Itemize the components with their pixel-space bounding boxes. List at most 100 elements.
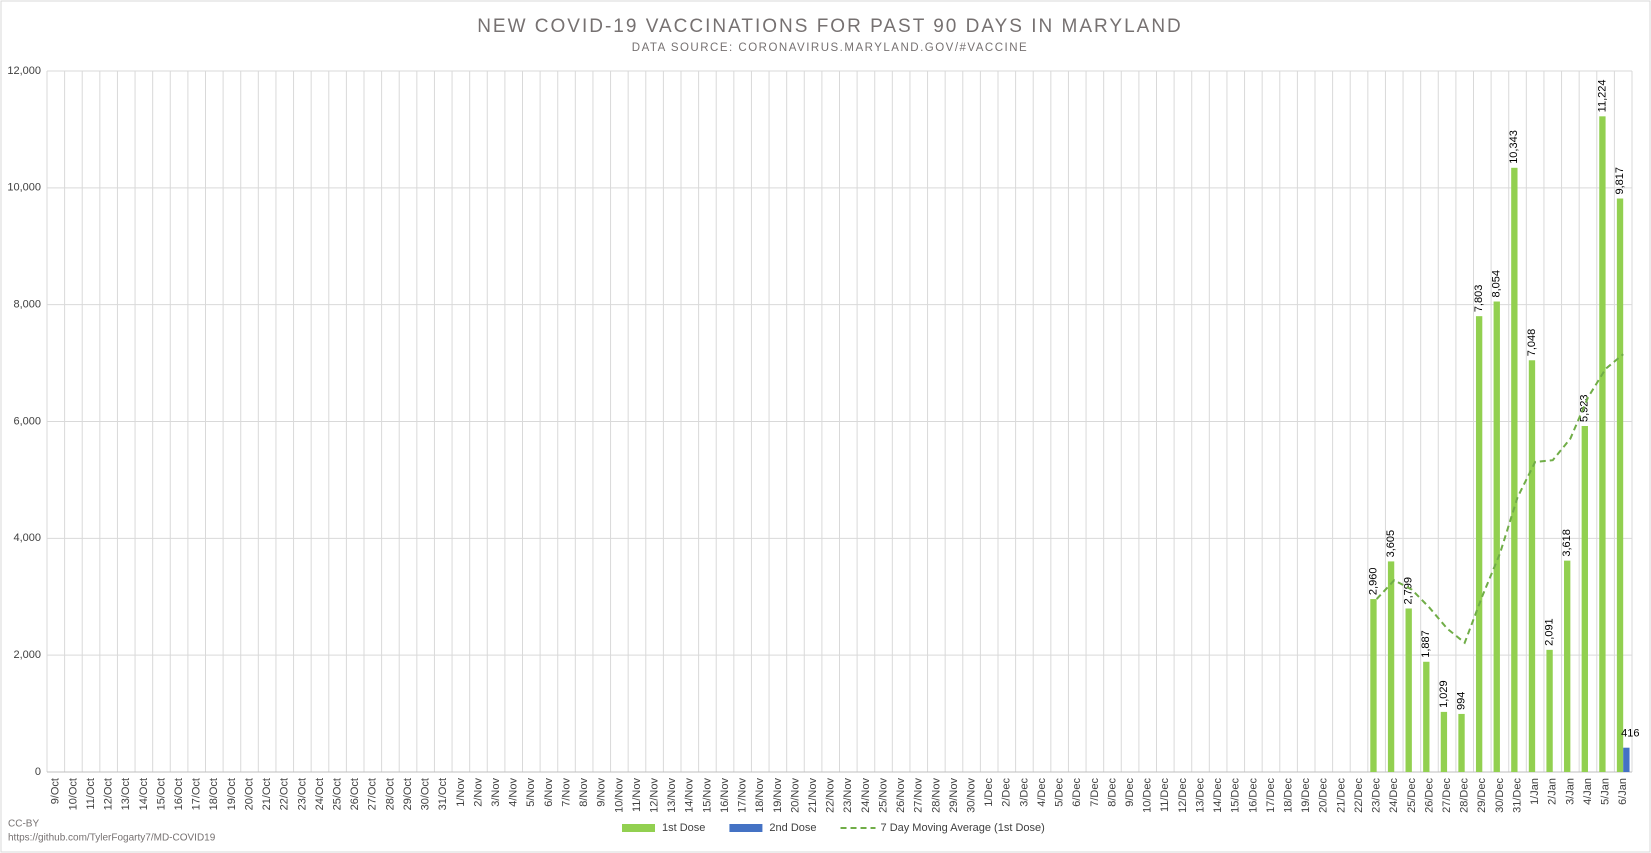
x-tick-label: 31/Oct xyxy=(437,778,449,810)
data-label: 9,817 xyxy=(1614,167,1626,195)
x-tick-label: 9/Oct xyxy=(50,778,62,804)
x-tick-label: 7/Dec xyxy=(1089,778,1101,807)
x-tick-label: 23/Oct xyxy=(296,778,308,810)
bar xyxy=(1405,608,1412,772)
x-tick-label: 21/Nov xyxy=(807,778,819,813)
x-tick-label: 24/Oct xyxy=(314,778,326,810)
x-tick-label: 1/Dec xyxy=(983,778,995,807)
x-tick-label: 5/Nov xyxy=(525,778,537,807)
x-tick-label: 10/Oct xyxy=(67,778,79,810)
x-tick-label: 21/Oct xyxy=(261,778,273,810)
bar xyxy=(1370,599,1377,772)
x-tick-label: 11/Dec xyxy=(1159,778,1171,813)
bar xyxy=(1546,649,1553,772)
x-tick-label: 12/Dec xyxy=(1177,778,1189,813)
bar xyxy=(1623,747,1630,772)
bar xyxy=(1423,661,1430,772)
x-tick-label: 22/Nov xyxy=(825,778,837,813)
data-label: 2,960 xyxy=(1367,568,1379,596)
x-tick-label: 15/Nov xyxy=(701,778,713,813)
y-tick-label: 2,000 xyxy=(13,649,41,661)
x-tick-label: 20/Dec xyxy=(1318,778,1330,813)
x-tick-label: 20/Nov xyxy=(789,778,801,813)
x-tick-label: 18/Dec xyxy=(1282,778,1294,813)
bar xyxy=(1493,301,1500,772)
x-tick-label: 3/Nov xyxy=(490,778,502,807)
legend-label: 2nd Dose xyxy=(769,822,816,834)
x-tick-label: 22/Oct xyxy=(279,778,291,810)
x-tick-label: 30/Dec xyxy=(1494,778,1506,813)
x-tick-label: 5/Dec xyxy=(1054,778,1066,807)
x-tick-label: 5/Jan xyxy=(1599,778,1611,805)
x-tick-label: 24/Nov xyxy=(860,778,872,813)
legend-swatch xyxy=(622,824,655,832)
x-tick-label: 30/Nov xyxy=(965,778,977,813)
x-tick-label: 12/Oct xyxy=(103,778,115,810)
x-tick-label: 16/Dec xyxy=(1247,778,1259,813)
legend-swatch xyxy=(729,824,763,832)
data-label: 7,048 xyxy=(1526,329,1538,357)
x-tick-label: 29/Oct xyxy=(402,778,414,810)
x-tick-label: 12/Nov xyxy=(648,778,660,813)
x-tick-label: 14/Nov xyxy=(684,778,696,813)
x-tick-label: 18/Oct xyxy=(208,778,220,810)
x-tick-label: 1/Jan xyxy=(1529,778,1541,805)
x-tick-label: 28/Oct xyxy=(384,778,396,810)
data-label: 2,799 xyxy=(1403,577,1415,605)
bar xyxy=(1475,316,1483,772)
data-label: 1,887 xyxy=(1420,630,1432,658)
x-tick-label: 8/Dec xyxy=(1106,778,1118,807)
bar xyxy=(1616,198,1624,773)
x-tick-label: 30/Oct xyxy=(420,778,432,810)
data-label: 2,091 xyxy=(1543,618,1555,646)
chart-subtitle: DATA SOURCE: CORONAVIRUS.MARYLAND.GOV/#V… xyxy=(632,42,1028,54)
x-tick-label: 9/Nov xyxy=(596,778,608,807)
x-tick-label: 29/Dec xyxy=(1476,778,1488,813)
x-tick-label: 14/Dec xyxy=(1212,778,1224,813)
x-tick-label: 15/Dec xyxy=(1230,778,1242,813)
x-tick-label: 24/Dec xyxy=(1388,778,1400,813)
legend-label: 1st Dose xyxy=(662,822,705,834)
x-tick-label: 2/Jan xyxy=(1547,778,1559,805)
x-tick-label: 6/Jan xyxy=(1617,778,1629,805)
bar xyxy=(1528,360,1536,772)
x-tick-label: 31/Dec xyxy=(1511,778,1523,813)
x-tick-label: 8/Nov xyxy=(578,778,590,807)
y-tick-label: 6,000 xyxy=(13,415,41,427)
x-tick-label: 19/Nov xyxy=(772,778,784,813)
y-tick-label: 4,000 xyxy=(13,532,41,544)
bar xyxy=(1564,560,1571,772)
x-tick-label: 14/Oct xyxy=(138,778,150,810)
data-label: 7,803 xyxy=(1473,285,1485,313)
bar xyxy=(1387,561,1395,772)
chart-title: NEW COVID-19 VACCINATIONS FOR PAST 90 DA… xyxy=(477,16,1183,37)
x-tick-label: 9/Dec xyxy=(1124,778,1136,807)
x-tick-label: 26/Oct xyxy=(349,778,361,810)
x-tick-label: 13/Oct xyxy=(120,778,132,810)
x-tick-label: 25/Oct xyxy=(331,778,343,810)
data-label: 1,029 xyxy=(1438,680,1450,708)
x-tick-label: 6/Dec xyxy=(1071,778,1083,807)
x-tick-label: 19/Dec xyxy=(1300,778,1312,813)
x-tick-label: 4/Dec xyxy=(1036,778,1048,807)
bar xyxy=(1511,167,1518,773)
bar xyxy=(1458,713,1465,772)
x-tick-label: 1/Nov xyxy=(455,778,467,807)
y-tick-label: 8,000 xyxy=(13,299,41,311)
y-tick-label: 12,000 xyxy=(7,65,41,77)
x-tick-label: 21/Dec xyxy=(1335,778,1347,813)
x-tick-label: 27/Dec xyxy=(1441,778,1453,813)
moving-average-line xyxy=(1375,353,1624,645)
x-tick-label: 2/Nov xyxy=(472,778,484,807)
x-tick-label: 3/Dec xyxy=(1018,778,1030,807)
x-tick-label: 17/Nov xyxy=(737,778,749,813)
x-tick-label: 6/Nov xyxy=(543,778,555,807)
x-tick-label: 4/Jan xyxy=(1582,778,1594,805)
x-tick-label: 16/Oct xyxy=(173,778,185,810)
x-tick-label: 3/Jan xyxy=(1564,778,1576,805)
x-tick-label: 10/Dec xyxy=(1142,778,1154,813)
credit-url: https://github.com/TylerFogarty7/MD-COVI… xyxy=(8,833,216,844)
x-tick-label: 7/Nov xyxy=(560,778,572,807)
x-tick-label: 16/Nov xyxy=(719,778,731,813)
